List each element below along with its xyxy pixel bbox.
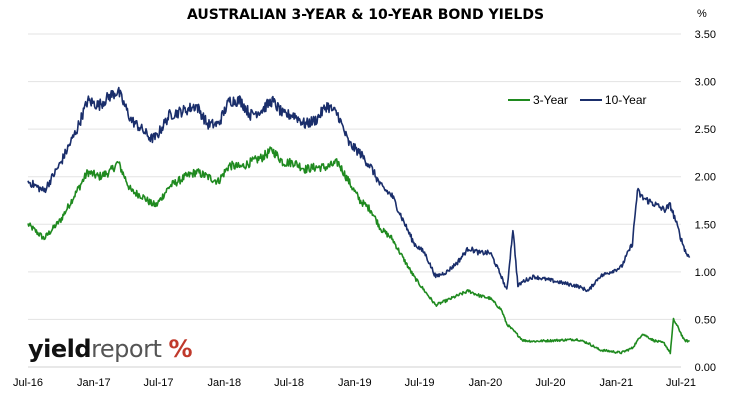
x-tick-label: Jul-17	[144, 377, 174, 389]
y-tick-label: 1.50	[695, 219, 716, 231]
x-tick-label: Jul-16	[13, 377, 43, 389]
x-tick-label: Jul-18	[274, 377, 304, 389]
x-tick-label: Jul-21	[666, 377, 696, 389]
y-axis-unit: %	[697, 8, 707, 20]
series-line-10-year	[27, 86, 691, 293]
legend: 3-Year 10-Year	[508, 93, 647, 107]
logo-text-yield: yield	[28, 335, 92, 363]
x-tick-label: Jan-20	[469, 377, 503, 389]
x-axis-tick-labels: Jul-16 Jan-17 Jul-17 Jan-18 Jul-18 Jan-19 Jul-…	[13, 377, 696, 389]
y-tick-label: 2.50	[695, 124, 716, 136]
chart-title: AUSTRALIAN 3-YEAR & 10-YEAR BOND YIELDS	[186, 7, 545, 23]
x-tick-label: Jul-20	[535, 377, 565, 389]
x-tick-label: Jan-17	[77, 377, 111, 389]
legend-label-3-year: 3-Year	[533, 93, 568, 107]
logo-text-report: report	[91, 335, 162, 363]
series-lines	[27, 86, 691, 355]
legend-label-10-year: 10-Year	[604, 93, 647, 107]
gridlines	[28, 33, 681, 368]
x-tick-label: Jul-19	[405, 377, 435, 389]
x-tick-label: Jan-18	[208, 377, 242, 389]
y-axis-tick-labels: 0.00 0.50 1.00 1.50 2.00 2.50 3.00 3.50	[695, 29, 716, 374]
y-tick-label: 3.00	[695, 77, 716, 89]
y-tick-label: 3.50	[695, 29, 716, 41]
y-tick-label: 1.00	[695, 267, 716, 279]
x-tick-label: Jan-21	[599, 377, 633, 389]
x-tick-label: Jan-19	[338, 377, 372, 389]
y-tick-label: 0.50	[695, 314, 716, 326]
legend-item-10-year: 10-Year	[579, 93, 647, 107]
yieldreport-logo: yieldreport %	[28, 335, 193, 363]
series-line-3-year	[27, 146, 690, 355]
y-tick-label: 2.00	[695, 172, 716, 184]
legend-swatch-3-year	[508, 99, 530, 101]
legend-swatch-10-year	[579, 99, 602, 101]
logo-percent-icon: %	[168, 335, 193, 363]
legend-item-3-year: 3-Year	[508, 93, 568, 107]
y-tick-label: 0.00	[695, 362, 716, 374]
